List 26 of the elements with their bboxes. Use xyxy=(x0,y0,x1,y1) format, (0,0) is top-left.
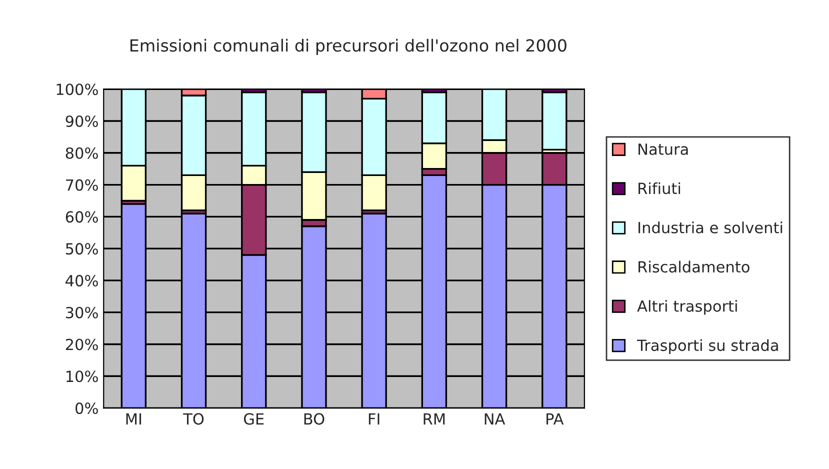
y-tick-label: 30% xyxy=(66,306,98,318)
y-tick-label: 90% xyxy=(66,115,98,128)
x-tick-label: TO xyxy=(183,413,204,425)
y-tick-label: 20% xyxy=(66,338,98,350)
x-tick-label: NA xyxy=(484,413,506,424)
y-tick-label: 80% xyxy=(66,147,98,159)
y-tick-label: 50% xyxy=(66,243,98,255)
x-tick-label: GE xyxy=(244,413,264,425)
legend-label: Altri trasporti xyxy=(637,300,737,315)
y-tick-label: 40% xyxy=(66,274,98,286)
x-tick-label: FI xyxy=(368,413,380,424)
y-tick-label: 10% xyxy=(66,370,98,382)
x-tick-label: BO xyxy=(304,413,324,425)
x-tick-label: MI xyxy=(126,413,142,424)
y-tick-label: 100% xyxy=(56,84,98,96)
y-tick-label: 60% xyxy=(66,211,98,223)
legend-label: Natura xyxy=(638,144,688,155)
y-tick-label: 70% xyxy=(66,179,98,191)
legend-label: Trasporti su strada xyxy=(637,339,778,354)
legend-label: Riscaldamento xyxy=(638,260,750,273)
x-tick-label: PA xyxy=(546,413,564,424)
chart-title: Emissioni comunali di precursori dell'ozono nel 2000 xyxy=(130,38,566,55)
legend-label: Rifiuti xyxy=(638,182,680,194)
x-tick-label: RM xyxy=(424,413,445,424)
y-tick-label: 0% xyxy=(76,402,98,414)
legend-label: Industria e solventi xyxy=(638,222,782,234)
